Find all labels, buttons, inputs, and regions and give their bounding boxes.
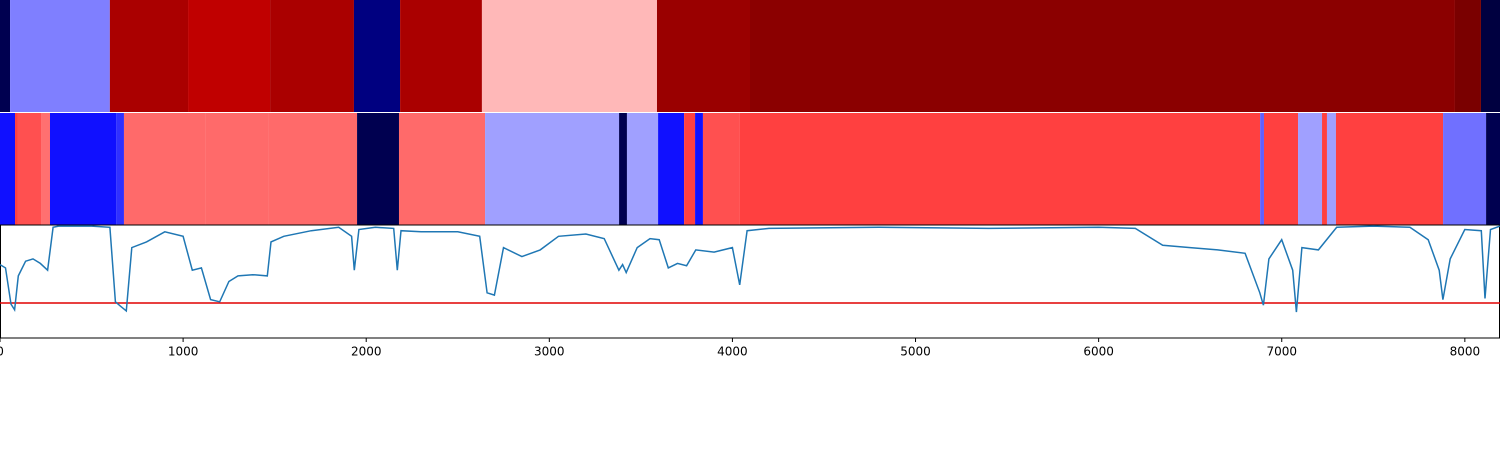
segment bbox=[123, 113, 206, 225]
segment bbox=[1443, 113, 1487, 225]
segment bbox=[750, 0, 1455, 112]
segment bbox=[485, 113, 620, 225]
series-line bbox=[0, 225, 1500, 313]
segment bbox=[1454, 0, 1481, 112]
segment bbox=[658, 113, 685, 225]
segment bbox=[1486, 113, 1500, 225]
segment bbox=[1326, 113, 1336, 225]
segment bbox=[10, 0, 110, 112]
x-tick-label: 6000 bbox=[1083, 345, 1114, 359]
x-tick-label: 4000 bbox=[717, 345, 748, 359]
x-tick-label: 2000 bbox=[351, 345, 382, 359]
segment bbox=[15, 113, 18, 225]
segment bbox=[398, 113, 486, 225]
segment bbox=[0, 113, 16, 225]
segment bbox=[1480, 0, 1500, 112]
segment bbox=[1298, 113, 1323, 225]
segment bbox=[702, 113, 740, 225]
segment bbox=[684, 113, 696, 225]
segment bbox=[188, 0, 271, 112]
segment bbox=[268, 113, 358, 225]
segment bbox=[270, 0, 354, 112]
segment bbox=[1263, 113, 1299, 225]
x-tick-label: 1000 bbox=[168, 345, 199, 359]
x-tick-label: 3000 bbox=[534, 345, 565, 359]
plot-frame bbox=[0, 224, 1500, 339]
segment bbox=[626, 113, 659, 225]
segment bbox=[1260, 113, 1264, 225]
segment bbox=[619, 113, 627, 225]
segment bbox=[739, 113, 1261, 225]
x-tick-label: 7000 bbox=[1266, 345, 1297, 359]
segment bbox=[1335, 113, 1444, 225]
segment bbox=[49, 113, 117, 225]
x-tick-label: 0 bbox=[0, 345, 4, 359]
segment bbox=[695, 113, 703, 225]
x-tick-label: 8000 bbox=[1450, 345, 1481, 359]
segment bbox=[353, 0, 401, 112]
segment bbox=[41, 113, 50, 225]
segment bbox=[109, 0, 189, 112]
segment bbox=[656, 0, 750, 112]
segment bbox=[1322, 113, 1327, 225]
segment bbox=[481, 0, 657, 112]
segment bbox=[400, 0, 482, 112]
segment bbox=[116, 113, 124, 225]
segment bbox=[205, 113, 269, 225]
x-tick-label: 5000 bbox=[900, 345, 931, 359]
segment bbox=[0, 0, 11, 112]
segment bbox=[17, 113, 42, 225]
segment bbox=[357, 113, 399, 225]
